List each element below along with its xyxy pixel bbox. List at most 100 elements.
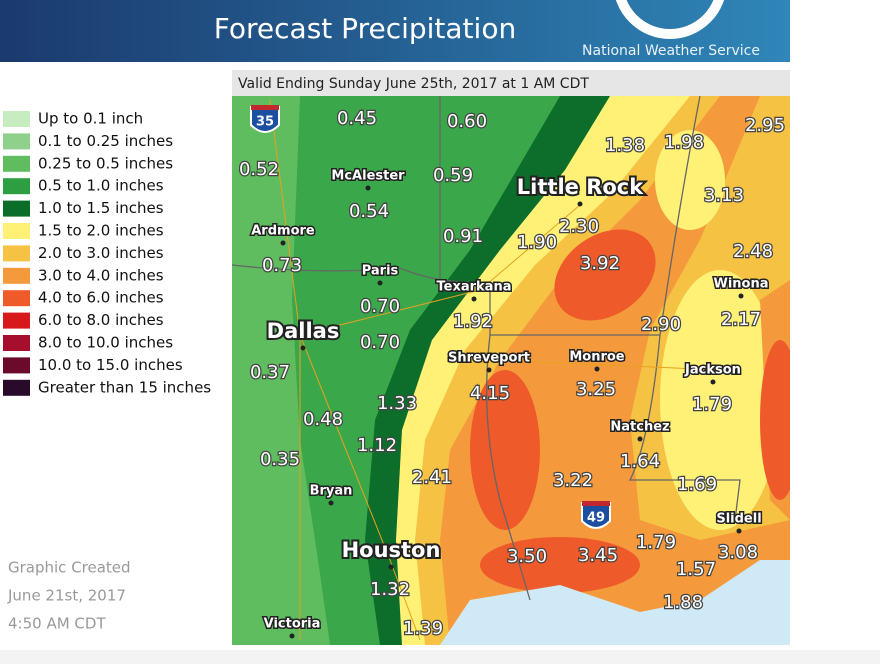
city-dot bbox=[289, 633, 295, 639]
precip-amount: 0.60 bbox=[447, 111, 487, 132]
precip-amount: 1.32 bbox=[370, 579, 410, 600]
precip-amount: 0.37 bbox=[250, 362, 290, 383]
precip-amount: 0.52 bbox=[239, 159, 279, 180]
city-label: McAlester bbox=[331, 169, 405, 184]
city-label: Dallas bbox=[267, 319, 340, 343]
precip-amount: 2.17 bbox=[721, 309, 761, 330]
city-dot bbox=[736, 528, 742, 534]
legend-label: 0.25 to 0.5 inches bbox=[38, 154, 173, 172]
precip-amount: 3.22 bbox=[553, 470, 593, 491]
precip-amount: 1.39 bbox=[403, 618, 443, 639]
legend-label: 1.5 to 2.0 inches bbox=[38, 222, 164, 240]
city-dot bbox=[738, 293, 744, 299]
legend-swatch bbox=[3, 200, 30, 217]
city-dot bbox=[471, 296, 477, 302]
interstate-shield bbox=[250, 106, 280, 133]
precip-amount: 1.38 bbox=[605, 135, 645, 156]
precip-amount: 1.79 bbox=[636, 532, 676, 553]
city-label: Shreveport bbox=[448, 351, 530, 366]
city-dot bbox=[594, 366, 600, 372]
precip-amount: 2.30 bbox=[559, 216, 599, 237]
city-dot bbox=[377, 280, 383, 286]
precip-amount: 1.57 bbox=[676, 559, 716, 580]
legend-label: Up to 0.1 inch bbox=[38, 110, 143, 128]
precip-amount: 2.41 bbox=[412, 467, 452, 488]
precip-amount: 4.15 bbox=[470, 383, 510, 404]
map bbox=[232, 96, 790, 645]
precip-amount: 1.90 bbox=[517, 232, 557, 253]
city-label: Natchez bbox=[610, 420, 669, 435]
legend-label: 2.0 to 3.0 inches bbox=[38, 244, 164, 262]
legend-label: 0.5 to 1.0 inches bbox=[38, 177, 164, 195]
precip-amount: 3.45 bbox=[578, 545, 618, 566]
precip-amount: 0.45 bbox=[337, 108, 377, 129]
legend-label: 4.0 to 6.0 inches bbox=[38, 289, 164, 307]
legend-swatch bbox=[3, 335, 30, 351]
city-label: Ardmore bbox=[251, 224, 315, 239]
agency: National Weather Service bbox=[582, 43, 760, 59]
city-label: Winona bbox=[713, 277, 768, 292]
city-dot bbox=[280, 240, 286, 246]
interstate-number: 49 bbox=[587, 511, 605, 526]
legend-label: 0.1 to 0.25 inches bbox=[38, 132, 173, 150]
precip-amount: 3.50 bbox=[507, 546, 547, 567]
legend-swatch bbox=[3, 245, 30, 262]
legend-label: Greater than 15 inches bbox=[38, 378, 211, 396]
legend-swatch bbox=[3, 223, 30, 239]
city-label: Houston bbox=[342, 538, 441, 562]
legend-label: 8.0 to 10.0 inches bbox=[38, 334, 173, 352]
city-label: Slidell bbox=[716, 512, 761, 527]
city-label: Victoria bbox=[264, 617, 321, 632]
precip-amount: 3.13 bbox=[704, 185, 744, 206]
precip-amount: 1.33 bbox=[377, 393, 417, 414]
city-dot bbox=[328, 500, 334, 506]
city-dot bbox=[637, 436, 643, 442]
precip-amount: 2.95 bbox=[745, 115, 785, 136]
precip-amount: 1.64 bbox=[620, 451, 660, 472]
legend-swatch bbox=[3, 178, 30, 195]
city-dot bbox=[365, 185, 371, 191]
city-label: Monroe bbox=[569, 350, 624, 365]
city-label: Jackson bbox=[684, 363, 741, 378]
valid-text: Valid Ending Sunday June 25th, 2017 at 1… bbox=[238, 76, 589, 92]
footer-strip bbox=[0, 650, 880, 664]
shield-top bbox=[582, 501, 610, 506]
interstate-number: 35 bbox=[256, 115, 274, 130]
legend-label: 10.0 to 15.0 inches bbox=[38, 356, 183, 374]
precip-amount: 1.69 bbox=[677, 474, 717, 495]
city-dot bbox=[710, 379, 716, 385]
precip-amount: 2.90 bbox=[641, 314, 681, 335]
precip-amount: 0.70 bbox=[360, 296, 400, 317]
title: Forecast Precipitation bbox=[214, 12, 516, 45]
legend-swatch bbox=[3, 357, 30, 374]
city-dot bbox=[388, 564, 394, 570]
legend-label: 6.0 to 8.0 inches bbox=[38, 311, 164, 329]
interstate-shield bbox=[581, 502, 611, 529]
precip-amount: 1.79 bbox=[692, 394, 732, 415]
precip-amount: 1.92 bbox=[453, 311, 493, 332]
precip-amount: 1.98 bbox=[664, 132, 704, 153]
precip-amount: 0.91 bbox=[443, 226, 483, 247]
nws-logo bbox=[615, 0, 725, 39]
legend-swatch bbox=[3, 111, 30, 127]
precip-amount: 0.59 bbox=[433, 165, 473, 186]
precip-amount: 2.48 bbox=[733, 241, 773, 262]
created-label: Graphic Created bbox=[8, 559, 131, 577]
city-dot bbox=[577, 201, 583, 207]
legend-label: 1.0 to 1.5 inches bbox=[38, 199, 164, 217]
city-label: Texarkana bbox=[437, 280, 512, 295]
precip-amount: 3.08 bbox=[718, 542, 758, 563]
legend-label: 3.0 to 4.0 inches bbox=[38, 266, 164, 284]
created-time: 4:50 AM CDT bbox=[8, 615, 106, 633]
legend-swatch bbox=[3, 312, 30, 329]
created-date: June 21st, 2017 bbox=[7, 587, 126, 605]
precip-amount: 0.35 bbox=[260, 449, 300, 470]
legend-swatch bbox=[3, 267, 30, 284]
precip-amount: 0.48 bbox=[303, 409, 343, 430]
precip-amount: 0.73 bbox=[262, 255, 302, 276]
precip-amount: 1.12 bbox=[357, 435, 397, 456]
city-label: Bryan bbox=[310, 484, 353, 499]
city-dot bbox=[486, 367, 492, 373]
legend-swatch bbox=[3, 155, 30, 172]
